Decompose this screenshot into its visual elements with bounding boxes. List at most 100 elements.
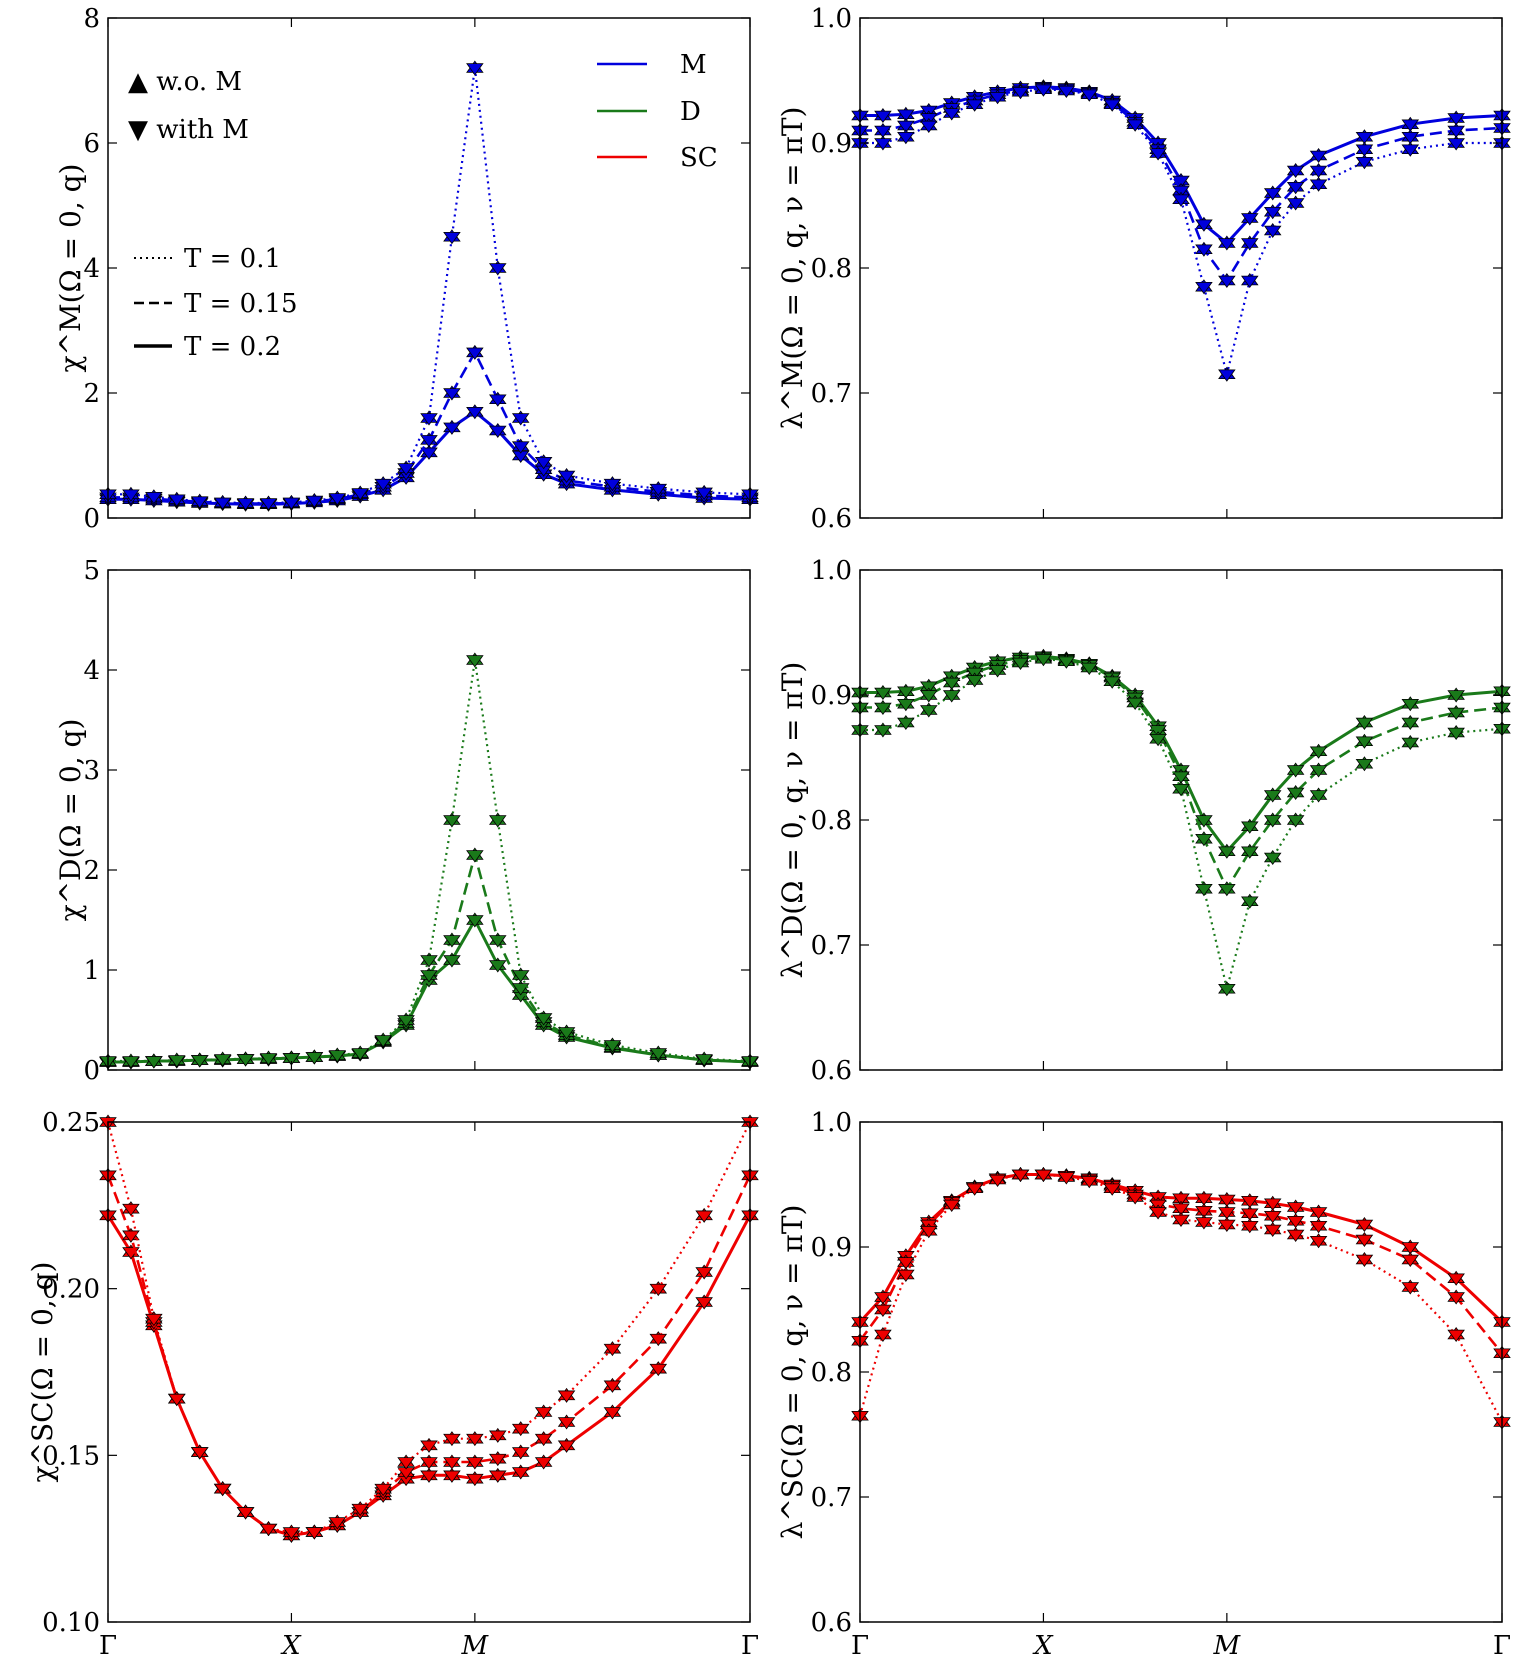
legend-sc-label: SC [680, 143, 718, 173]
point-marker-down [1401, 698, 1420, 712]
point-marker-down [1309, 790, 1328, 803]
point-marker-down [1011, 1169, 1030, 1182]
point-marker-down [1401, 1242, 1420, 1255]
point-marker-down [1241, 238, 1259, 251]
y-tick-label: 0.10 [42, 1608, 100, 1638]
point-marker-down [1309, 150, 1328, 163]
point-marker-down [1241, 896, 1259, 909]
point-marker-down [213, 497, 232, 510]
point-marker-down [397, 1015, 415, 1028]
point-marker-down [1218, 1194, 1236, 1207]
point-marker-down [1263, 1198, 1282, 1211]
y-axis-label: λ^SC(Ω = 0, q, ν = πT) [776, 1205, 809, 1540]
point-marker-down [466, 63, 484, 76]
panel-lambda-m: 0.6 0.7 0.8 0.9 1.0 λ^M(Ω = 0, q, ν = πT) [776, 4, 1511, 534]
point-marker-down [443, 388, 461, 401]
x-tick-label: X [280, 1631, 302, 1661]
point-marker-down [1172, 1214, 1190, 1227]
point-marker-down [695, 1210, 713, 1223]
point-marker-down [466, 406, 484, 420]
point-marker-down [897, 131, 915, 145]
y-tick-label: 0.7 [811, 931, 852, 961]
point-marker-down [1126, 119, 1144, 132]
y-tick-label: 0.8 [811, 254, 852, 284]
point-marker-down [649, 1283, 668, 1297]
y-axis-label: χ^SC(Ω = 0, q) [26, 1262, 59, 1483]
point-marker-down [557, 1390, 576, 1403]
point-marker-down [1241, 1220, 1259, 1234]
legend-markers: ▲ w.o. M ▼ with M [128, 67, 249, 145]
point-marker-down [1149, 725, 1167, 738]
point-marker-down [1286, 1215, 1305, 1229]
panel-chi-sc: 0.10 0.15 0.20 0.25 Γ X M Γ χ^SC(Ω = 0, q) [26, 1108, 759, 1661]
point-marker-down [1195, 1217, 1213, 1230]
point-marker-down [1355, 156, 1374, 170]
point-marker-down [489, 425, 507, 438]
point-marker-down [443, 1433, 461, 1447]
point-marker-down [534, 1433, 553, 1447]
point-marker-down [942, 1199, 961, 1212]
point-marker-down [649, 1048, 668, 1061]
point-marker-down [511, 983, 530, 996]
point-marker-down [920, 681, 938, 694]
point-marker-down [603, 478, 622, 492]
point-marker-down [282, 1527, 301, 1540]
point-marker-down [1447, 707, 1465, 720]
point-marker-down [466, 1457, 484, 1470]
y-axis-label: χ^M(Ω = 0, q) [54, 164, 87, 373]
point-marker-down [603, 1380, 622, 1393]
y-tick-label: 0.15 [42, 1441, 100, 1471]
point-marker-down [897, 109, 915, 122]
point-marker-down [1034, 653, 1053, 667]
point-marker-down [1401, 131, 1420, 145]
point-marker-down [1286, 198, 1305, 211]
point-marker-down [511, 970, 530, 983]
point-marker-down [282, 1053, 301, 1066]
point-marker-down [988, 91, 1007, 105]
point-marker-down [1034, 1169, 1053, 1182]
y-tick-label: 3 [83, 756, 100, 786]
legend-d-label: D [680, 97, 701, 127]
point-marker-down [534, 1457, 553, 1470]
point-marker-down [695, 1267, 713, 1280]
point-marker-down [1263, 1210, 1282, 1224]
point-marker-down [534, 1013, 553, 1026]
legend-up-marker: ▲ w.o. M [128, 67, 242, 97]
point-marker-down [1080, 1175, 1099, 1189]
point-marker-down [988, 1174, 1007, 1187]
point-marker-down [1447, 125, 1465, 138]
point-marker-down [1286, 815, 1305, 828]
point-marker-down [420, 1440, 438, 1453]
point-marker-down [1195, 815, 1213, 828]
point-marker-down [1309, 1220, 1328, 1234]
y-tick-label: 5 [83, 556, 100, 586]
axes-frame [107, 1121, 751, 1623]
point-marker-down [965, 1183, 984, 1196]
point-marker-down [1195, 219, 1213, 232]
y-tick-label: 4 [83, 656, 100, 686]
point-marker-down [1447, 138, 1465, 151]
point-marker-down [489, 935, 507, 948]
point-marker-down [695, 1297, 713, 1310]
series-line-dotted [108, 658, 751, 1063]
point-marker-down [920, 705, 938, 718]
point-marker-down [603, 1040, 622, 1053]
point-marker-down [649, 1363, 668, 1377]
point-marker-down [466, 1473, 484, 1487]
point-marker-down [874, 687, 892, 700]
point-marker-down [1241, 213, 1259, 226]
point-marker-down [420, 970, 438, 983]
x-tick-label: M [461, 1631, 490, 1661]
point-marker-down [420, 955, 438, 968]
point-marker-down [942, 690, 961, 703]
point-marker-down [190, 1447, 209, 1460]
point-marker-down [1218, 883, 1236, 897]
point-marker-down [1218, 983, 1236, 997]
point-marker-down [920, 1225, 938, 1239]
point-marker-down [1263, 206, 1282, 220]
point-marker-down [1241, 1195, 1259, 1209]
point-marker-down [1447, 1292, 1465, 1305]
y-tick-label: 0.6 [811, 1056, 852, 1086]
series-line-solid [106, 1214, 752, 1537]
point-marker-down [443, 815, 461, 828]
